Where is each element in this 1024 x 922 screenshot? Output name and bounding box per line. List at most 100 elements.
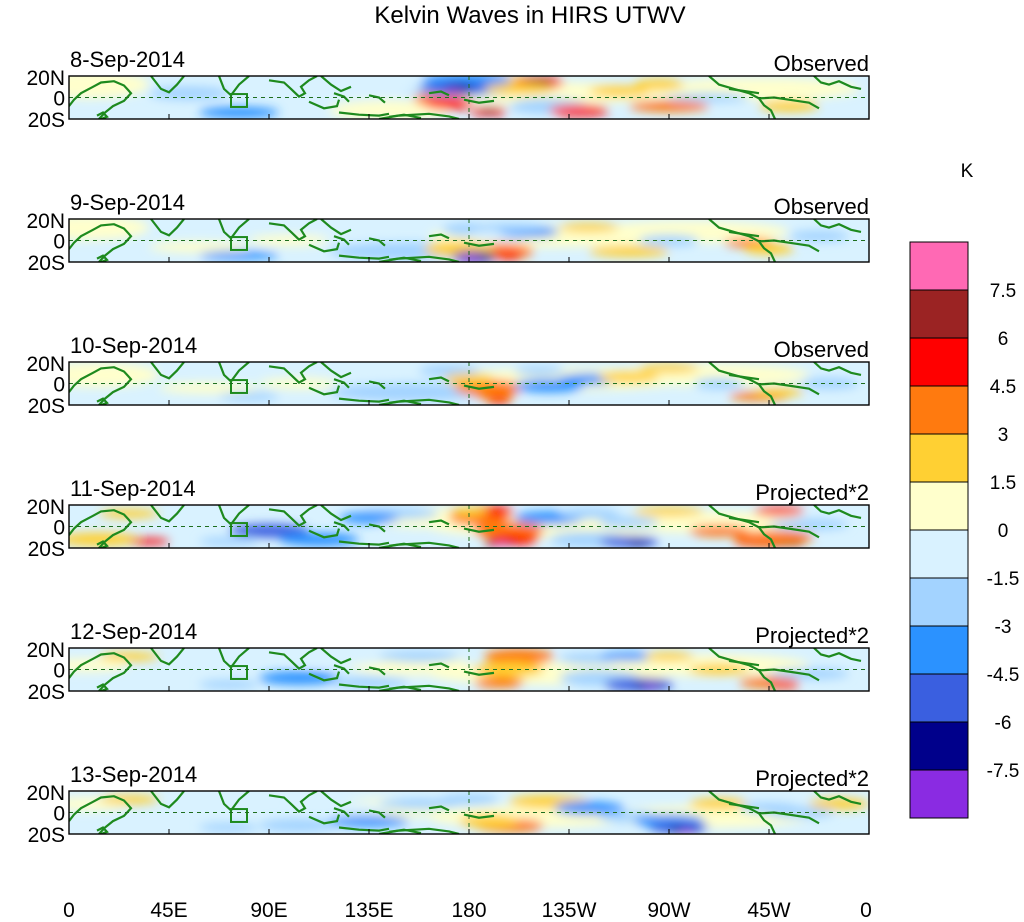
lon-label-180: 180 bbox=[451, 899, 486, 922]
panel-date: 13-Sep-2014 bbox=[70, 762, 197, 787]
coastline bbox=[69, 795, 133, 834]
coastline bbox=[268, 76, 318, 98]
panel-date: 8-Sep-2014 bbox=[70, 47, 185, 72]
panel-date: 10-Sep-2014 bbox=[70, 333, 197, 358]
coastline bbox=[708, 76, 776, 119]
figure-title: Kelvin Waves in HIRS UTWV bbox=[374, 2, 685, 29]
contour-layer bbox=[69, 219, 849, 262]
anomaly-patch bbox=[627, 540, 651, 547]
coastline bbox=[320, 362, 352, 379]
coastline bbox=[368, 809, 386, 819]
anomaly-patch bbox=[419, 365, 479, 377]
island-outline bbox=[230, 379, 248, 394]
panel-status: Projected*2 bbox=[755, 623, 869, 648]
anomaly-patch bbox=[159, 382, 259, 394]
colorbar-label: 3 bbox=[998, 425, 1009, 446]
colorbar-swatch bbox=[909, 673, 969, 723]
anomaly-patch bbox=[643, 682, 659, 687]
coastline bbox=[96, 397, 109, 405]
anomaly-patch bbox=[199, 251, 279, 261]
anomaly-patch bbox=[69, 76, 149, 99]
anomaly-patch bbox=[484, 648, 554, 665]
anomaly-patch bbox=[69, 658, 129, 672]
panel-status: Observed bbox=[774, 194, 869, 219]
coastline bbox=[368, 380, 386, 390]
coastline bbox=[96, 683, 109, 691]
lat-label-0: 0 bbox=[53, 374, 65, 397]
coastline bbox=[150, 648, 185, 666]
lat-label-20s: 20S bbox=[28, 395, 65, 418]
coastlines bbox=[69, 648, 862, 691]
coastline bbox=[268, 505, 318, 527]
anomaly-patch bbox=[634, 506, 704, 516]
coastline bbox=[428, 662, 450, 669]
anomaly-patch bbox=[474, 388, 514, 400]
coastline bbox=[268, 648, 318, 670]
coastline bbox=[428, 233, 450, 240]
anomaly-patch bbox=[689, 798, 749, 810]
coastline bbox=[308, 528, 341, 539]
colorbar-label: 1.5 bbox=[990, 473, 1016, 494]
colorbar-label: -1.5 bbox=[987, 569, 1020, 590]
colorbar-swatch bbox=[909, 385, 969, 435]
coastline bbox=[728, 230, 760, 238]
coastlines bbox=[69, 791, 862, 834]
anomaly-patch bbox=[339, 512, 399, 524]
anomaly-patch bbox=[329, 383, 489, 402]
coastline bbox=[708, 648, 776, 691]
anomaly-patch bbox=[559, 223, 619, 233]
colorbar-swatch bbox=[909, 289, 969, 339]
contour-layer bbox=[69, 362, 859, 405]
colorbar-swatch bbox=[909, 337, 969, 387]
anomaly-patch bbox=[199, 106, 279, 119]
anomaly-patch bbox=[493, 542, 509, 547]
coastline bbox=[378, 398, 460, 405]
coastline bbox=[333, 521, 350, 532]
coastline bbox=[378, 684, 460, 691]
coastline bbox=[728, 373, 760, 381]
lon-label-45e: 45E bbox=[150, 899, 187, 922]
coastline bbox=[150, 362, 185, 380]
lat-label-20n: 20N bbox=[26, 496, 65, 519]
coastline bbox=[708, 791, 776, 834]
anomaly-patch bbox=[589, 220, 789, 244]
coastline bbox=[69, 80, 133, 119]
coastline bbox=[813, 505, 862, 519]
coastline bbox=[368, 666, 386, 676]
island-outline bbox=[230, 236, 248, 251]
anomaly-patch bbox=[309, 226, 389, 238]
coastline bbox=[378, 112, 460, 119]
anomaly-patch bbox=[629, 100, 709, 112]
anomaly-patch bbox=[589, 85, 649, 97]
anomaly-patch bbox=[679, 828, 695, 833]
anomaly-patch bbox=[754, 506, 804, 516]
coastline bbox=[708, 505, 776, 548]
coastline bbox=[368, 237, 386, 247]
longitude-axis: 0 45E 90E 135E 180 135W 90W 45W 0 bbox=[63, 899, 872, 922]
colorbar: 7.5 6 4.5 3 1.5 0 -1.5 -3 -4.5 -6 -7.5 bbox=[909, 241, 1020, 819]
coastline bbox=[308, 242, 341, 253]
coastline bbox=[333, 378, 350, 389]
anomaly-patch bbox=[289, 801, 389, 815]
coastline bbox=[308, 385, 341, 396]
coastline bbox=[320, 648, 352, 665]
coastline bbox=[428, 90, 450, 97]
anomaly-patch bbox=[199, 823, 259, 833]
anomaly-patch bbox=[689, 525, 749, 537]
lat-label-20n: 20N bbox=[26, 782, 65, 805]
coastline bbox=[268, 362, 318, 384]
anomaly-patch bbox=[599, 652, 659, 662]
lon-label-135w: 135W bbox=[542, 899, 597, 922]
anomaly-patch bbox=[424, 98, 474, 110]
coastline bbox=[368, 94, 386, 104]
contour-layer bbox=[69, 76, 859, 119]
coastline bbox=[150, 505, 185, 523]
coastline bbox=[69, 652, 133, 691]
anomaly-patch bbox=[149, 86, 229, 100]
coastline bbox=[333, 92, 350, 103]
anomaly-patch bbox=[474, 676, 524, 688]
coastline bbox=[150, 791, 185, 809]
anomaly-patch bbox=[69, 362, 159, 388]
